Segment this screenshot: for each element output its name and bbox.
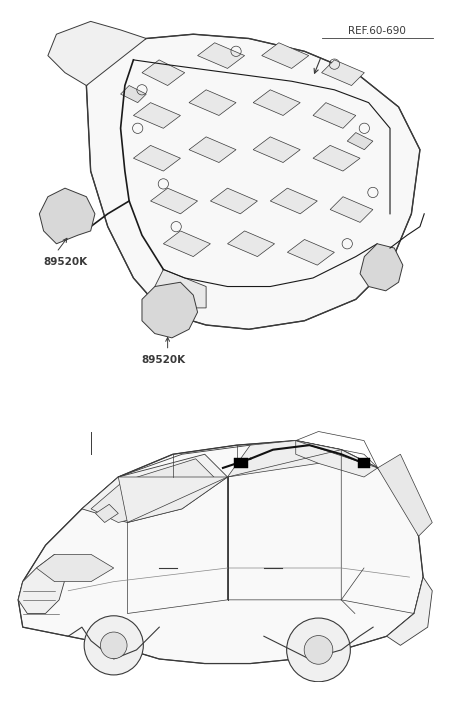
Polygon shape [189, 137, 236, 163]
FancyBboxPatch shape [358, 458, 370, 468]
Polygon shape [322, 60, 364, 86]
Circle shape [101, 632, 127, 659]
Polygon shape [253, 90, 300, 116]
FancyBboxPatch shape [234, 458, 248, 468]
Polygon shape [228, 231, 274, 257]
Text: REF.60-690: REF.60-690 [348, 26, 406, 36]
Polygon shape [313, 145, 360, 171]
Polygon shape [210, 188, 258, 214]
Polygon shape [288, 239, 334, 265]
Polygon shape [163, 231, 210, 257]
Polygon shape [197, 43, 245, 68]
Polygon shape [48, 21, 146, 86]
Polygon shape [228, 441, 341, 477]
Polygon shape [313, 103, 356, 128]
Polygon shape [155, 270, 206, 308]
Polygon shape [360, 244, 403, 291]
Polygon shape [347, 132, 373, 150]
Polygon shape [82, 454, 228, 523]
Polygon shape [378, 454, 432, 536]
Polygon shape [253, 137, 300, 163]
Circle shape [84, 616, 143, 675]
Polygon shape [36, 555, 114, 582]
Text: 89520K: 89520K [44, 257, 88, 267]
Text: 89520K: 89520K [142, 355, 186, 365]
Polygon shape [151, 188, 197, 214]
Polygon shape [91, 459, 218, 523]
Polygon shape [118, 477, 228, 523]
Polygon shape [387, 577, 432, 646]
Polygon shape [133, 145, 181, 171]
Circle shape [287, 618, 350, 682]
Polygon shape [86, 34, 420, 329]
Polygon shape [18, 441, 423, 664]
Polygon shape [142, 60, 185, 86]
Polygon shape [18, 555, 68, 614]
Polygon shape [296, 441, 378, 477]
Polygon shape [39, 188, 95, 244]
Polygon shape [270, 188, 317, 214]
Polygon shape [189, 90, 236, 116]
Polygon shape [330, 197, 373, 222]
Polygon shape [96, 505, 118, 523]
Polygon shape [133, 103, 181, 128]
Polygon shape [121, 86, 146, 103]
Polygon shape [262, 43, 309, 68]
Polygon shape [142, 282, 197, 338]
Circle shape [304, 635, 333, 664]
